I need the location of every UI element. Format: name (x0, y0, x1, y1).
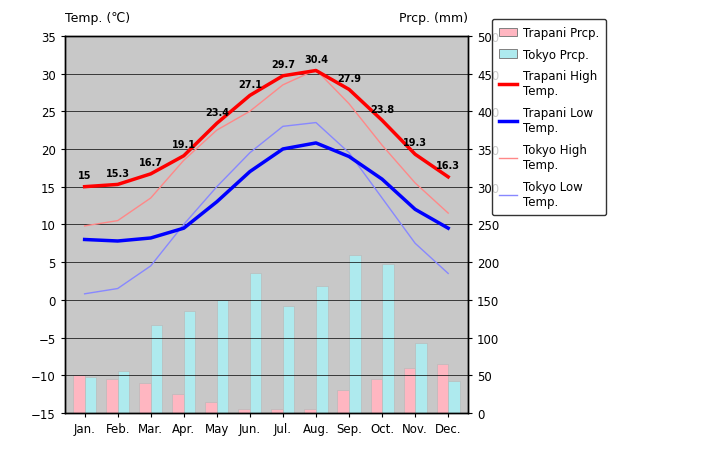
Text: 15.3: 15.3 (106, 168, 130, 178)
Bar (403, 368, 415, 413)
Text: 15: 15 (78, 171, 91, 180)
Bar (448, 381, 460, 413)
Bar (117, 371, 130, 413)
Text: 27.1: 27.1 (238, 79, 262, 90)
Text: 29.7: 29.7 (271, 60, 295, 70)
Text: 30.4: 30.4 (304, 55, 328, 65)
Bar (172, 394, 184, 413)
Bar (150, 325, 162, 413)
Bar (250, 274, 261, 413)
Text: Temp. (℃): Temp. (℃) (65, 12, 130, 25)
Bar (205, 402, 217, 413)
Bar (217, 300, 228, 413)
Bar (338, 391, 349, 413)
Bar (382, 264, 394, 413)
Bar (283, 306, 294, 413)
Text: 23.4: 23.4 (204, 107, 229, 117)
Bar (316, 286, 328, 413)
Bar (305, 409, 316, 413)
Bar (238, 409, 250, 413)
Text: 23.8: 23.8 (370, 104, 394, 114)
Text: 19.3: 19.3 (403, 138, 427, 148)
Bar (415, 343, 427, 413)
Bar (436, 364, 448, 413)
Text: 16.7: 16.7 (139, 158, 163, 168)
Bar (106, 379, 117, 413)
Text: 16.3: 16.3 (436, 161, 460, 171)
Bar (271, 409, 283, 413)
Bar (371, 379, 382, 413)
Bar (85, 377, 96, 413)
Bar (73, 375, 85, 413)
Text: 27.9: 27.9 (337, 73, 361, 84)
Text: 19.1: 19.1 (172, 140, 196, 150)
Bar (139, 383, 150, 413)
Bar (184, 312, 195, 413)
Text: Prcp. (mm): Prcp. (mm) (399, 12, 468, 25)
Bar (349, 255, 361, 413)
Legend: Trapani Prcp., Tokyo Prcp., Trapani High
Temp., Trapani Low
Temp., Tokyo High
Te: Trapani Prcp., Tokyo Prcp., Trapani High… (492, 20, 606, 216)
